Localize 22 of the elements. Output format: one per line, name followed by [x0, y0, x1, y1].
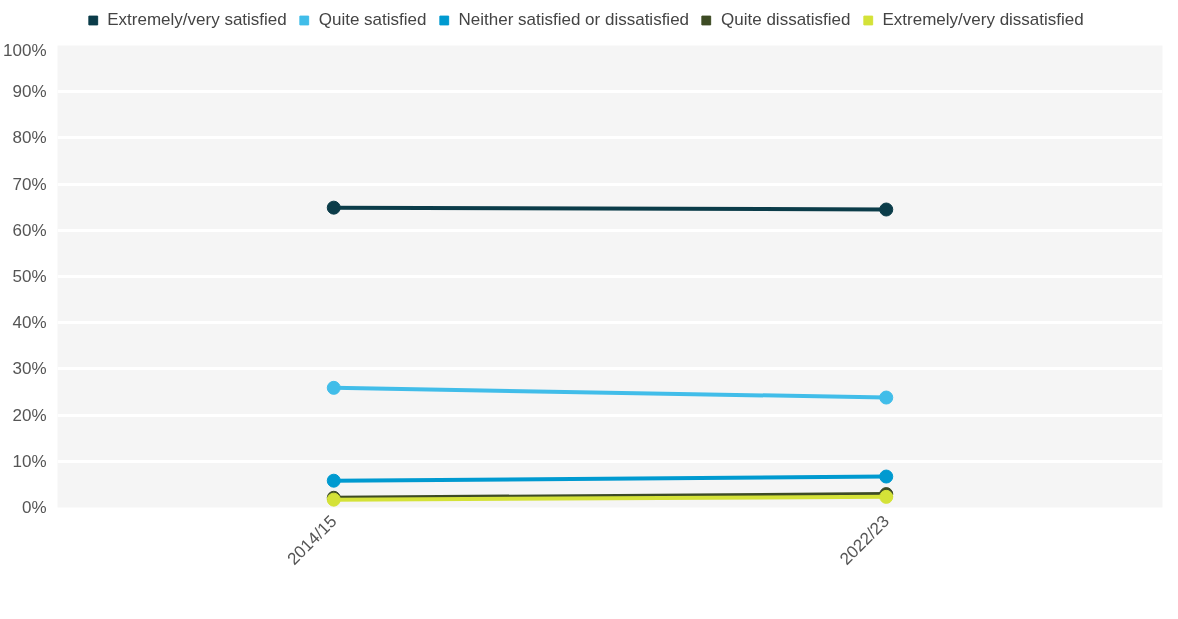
point	[326, 200, 341, 215]
y-tick-label: 60%	[12, 220, 47, 240]
y-tick-label: 10%	[12, 451, 47, 471]
point	[879, 469, 894, 484]
point	[326, 473, 341, 488]
legend-label: Extremely/very satisfied	[107, 10, 287, 30]
point	[879, 202, 894, 217]
legend-label: Quite satisfied	[318, 10, 427, 30]
y-tick-label: 90%	[12, 82, 47, 102]
legend-label: Quite dissatisfied	[721, 10, 851, 30]
legend-label: Neither satisfied or dissatisfied	[458, 10, 690, 30]
y-tick-label: 80%	[12, 128, 47, 148]
y-tick-label: 40%	[12, 313, 47, 333]
point	[326, 380, 341, 395]
y-tick-label: 20%	[12, 405, 47, 425]
legend-label: Extremely/very dissatisfied	[882, 10, 1084, 30]
y-tick-label: 30%	[12, 359, 47, 379]
y-tick-label: 100%	[3, 40, 47, 60]
y-tick-label: 50%	[12, 267, 47, 286]
y-tick-label: 70%	[12, 174, 47, 194]
y-tick-label: 0%	[21, 498, 47, 517]
point	[879, 390, 894, 405]
